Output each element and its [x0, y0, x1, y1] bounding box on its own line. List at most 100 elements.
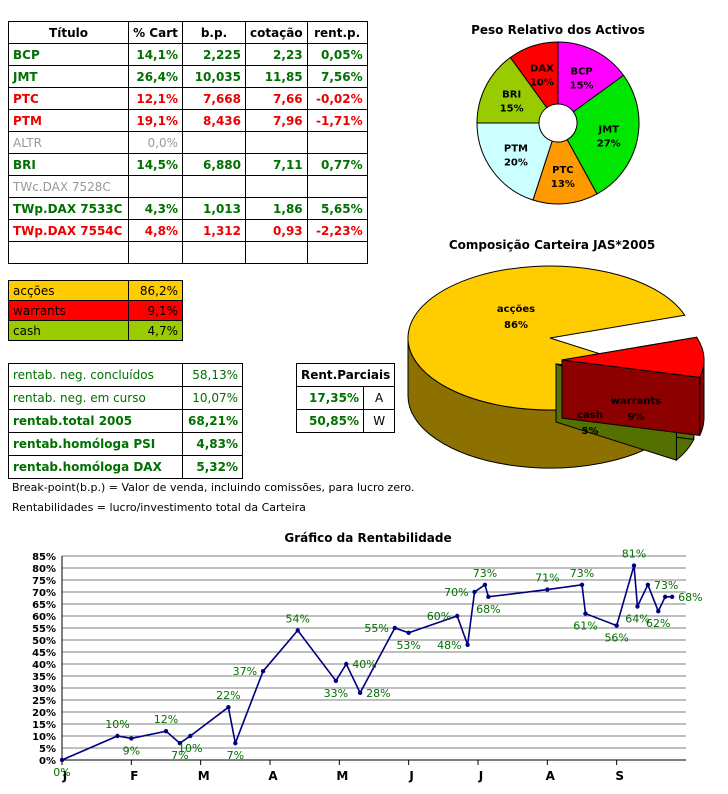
line-point — [344, 661, 349, 667]
line-data-label: 73% — [473, 567, 497, 580]
pie2-value-warrants: 9% — [628, 412, 645, 423]
returns-value: 10,07% — [182, 386, 243, 410]
partials-value: 50,85% — [295, 409, 365, 433]
line-data-label: 73% — [570, 567, 594, 580]
pie2-slice-warrants — [561, 336, 705, 378]
line-xtick-label: A — [546, 769, 556, 783]
line-data-label: 64% — [625, 612, 649, 625]
line-point — [579, 582, 585, 587]
line-data-label: 53% — [396, 639, 420, 652]
holdings-cell-pct: 19,1% — [128, 109, 183, 132]
line-data-label: 71% — [535, 572, 559, 585]
line-ytick-label: 10% — [32, 732, 56, 743]
line-ytick-label: 45% — [32, 648, 56, 659]
pie1-value-ptm: 20% — [504, 158, 528, 169]
pie1-slice-bri — [476, 56, 548, 124]
line-ytick-label: 55% — [32, 624, 56, 635]
holdings-row: BCP 14,1% 2,225 2,23 0,05% — [8, 43, 368, 66]
allocation-body: acções 86,2% warrants 9,1% cash 4,7% — [8, 280, 183, 341]
line-data-label: 10% — [105, 718, 129, 731]
returns-label: rentab.homóloga DAX — [8, 455, 183, 479]
pie1-slice-bcp — [557, 41, 625, 113]
line-point — [59, 757, 65, 763]
holdings-row — [8, 241, 368, 264]
pie1-label-bcp: BCP — [570, 67, 592, 78]
line-data-label: 70% — [444, 586, 468, 599]
pie2-value-acoes: 86% — [504, 320, 528, 331]
pie1-value-ptc: 13% — [551, 179, 575, 190]
line-point — [163, 729, 169, 734]
allocation-row: warrants 9,1% — [8, 300, 183, 321]
partials-value: 17,35% — [295, 386, 365, 410]
holdings-cell-rent: 7,56% — [306, 65, 368, 88]
returns-value: 5,32% — [182, 455, 243, 479]
line-data-label: 37% — [233, 665, 257, 678]
line-data-label: 40% — [352, 658, 376, 671]
holdings-cell-rent: 0,05% — [306, 43, 368, 66]
line-ytick-label: 30% — [32, 684, 56, 695]
line-point — [406, 630, 411, 635]
line-point — [656, 609, 661, 614]
pie1-value-bcp: 15% — [570, 81, 594, 92]
line-point — [115, 733, 120, 739]
holdings-cell-rent — [306, 241, 368, 264]
line-point — [465, 642, 470, 647]
line-xtick-label: M — [336, 769, 348, 783]
line-point — [177, 741, 183, 746]
returns-value: 4,83% — [182, 432, 243, 456]
holdings-cell-pct: 12,1% — [128, 87, 183, 110]
holdings-cell-bp — [182, 241, 246, 264]
returns-table: rentab. neg. concluídos 58,13% rentab. neg… — [8, 363, 243, 479]
line-point — [635, 604, 640, 609]
pie1-label-ptm: PTM — [504, 144, 528, 155]
line-ytick-label: 70% — [32, 588, 56, 599]
holdings-cell-bp: 1,013 — [182, 197, 246, 220]
holdings-cell-name: PTC — [8, 87, 129, 110]
line-ytick-label: 25% — [32, 696, 56, 707]
line-point — [226, 705, 231, 710]
line-point — [486, 594, 491, 599]
line-point — [545, 587, 550, 592]
line-ytick-label: 80% — [32, 564, 56, 575]
line-data-label: 7% — [171, 749, 188, 762]
line-data-label: 56% — [604, 632, 628, 645]
allocation-value: 86,2% — [128, 280, 183, 301]
returns-row: rentab.homóloga DAX 5,32% — [8, 455, 243, 479]
line-point — [482, 582, 488, 587]
holdings-cell-name: TWc.DAX 7528C — [8, 175, 129, 198]
pie1-value-dax: 10% — [530, 78, 554, 89]
line-data-label: 54% — [286, 612, 310, 625]
line-ytick-label: 65% — [32, 600, 56, 611]
line-ytick-label: 5% — [39, 744, 56, 755]
holdings-cell-name: PTM — [8, 109, 129, 132]
holdings-cell-rent: -0,02% — [306, 87, 368, 110]
pie1-value-jmt: 27% — [597, 138, 621, 149]
line-data-label: 10% — [178, 742, 202, 755]
line-point — [392, 625, 397, 631]
returns-label: rentab. neg. concluídos — [8, 363, 183, 387]
line-point — [129, 736, 134, 741]
allocation-row: cash 4,7% — [8, 320, 183, 341]
partials-table: Rent.Parciais 17,35% A 50,85% W — [295, 363, 396, 433]
pie1-label-jmt: JMT — [597, 124, 619, 135]
partials-row: 50,85% W — [295, 409, 396, 433]
holdings-cell-quote: 7,11 — [245, 153, 308, 176]
line-xtick-label: J — [62, 769, 67, 783]
holdings-cell-rent: -1,71% — [306, 109, 368, 132]
allocation-label: cash — [8, 320, 129, 341]
holdings-header-row: Título % Cart b.p. cotação rent.p. — [8, 21, 368, 44]
line-point — [295, 628, 300, 633]
line-data-label: 12% — [154, 713, 178, 726]
line-point — [188, 733, 193, 739]
allocation-value: 9,1% — [128, 300, 183, 321]
holdings-row: TWc.DAX 7528C — [8, 175, 368, 198]
pie1-label-dax: DAX — [530, 64, 554, 75]
holdings-row: JMT 26,4% 10,035 11,85 7,56% — [8, 65, 368, 88]
allocation-label: warrants — [8, 300, 129, 321]
line-xtick-label: F — [130, 769, 138, 783]
line-data-label: 22% — [216, 689, 240, 702]
line-data-label: 0% — [53, 766, 70, 779]
pie1-title: Peso Relativo dos Activos — [471, 23, 645, 37]
line-point — [472, 589, 477, 595]
